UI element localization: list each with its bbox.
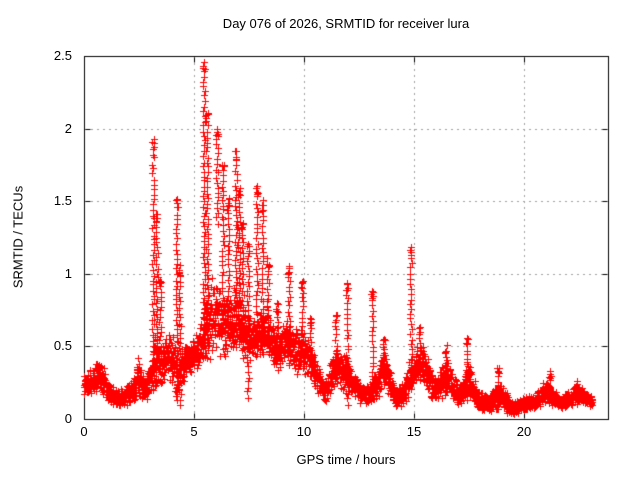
y-tick-label: 1	[64, 266, 72, 281]
y-tick-label: 0	[64, 411, 72, 426]
y-tick-label: 1.5	[53, 193, 72, 208]
y-tick-label: 0.5	[53, 338, 72, 353]
y-tick-label: 2.5	[53, 48, 72, 63]
x-tick-label: 15	[406, 424, 422, 439]
y-tick-label: 2	[64, 121, 72, 136]
x-tick-label: 0	[80, 424, 88, 439]
x-tick-label: 10	[296, 424, 312, 439]
chart-title: Day 076 of 2026, SRMTID for receiver lur…	[222, 16, 470, 31]
x-tick-label: 5	[190, 424, 198, 439]
x-axis-label: GPS time / hours	[296, 452, 396, 467]
x-tick-label: 20	[516, 424, 532, 439]
